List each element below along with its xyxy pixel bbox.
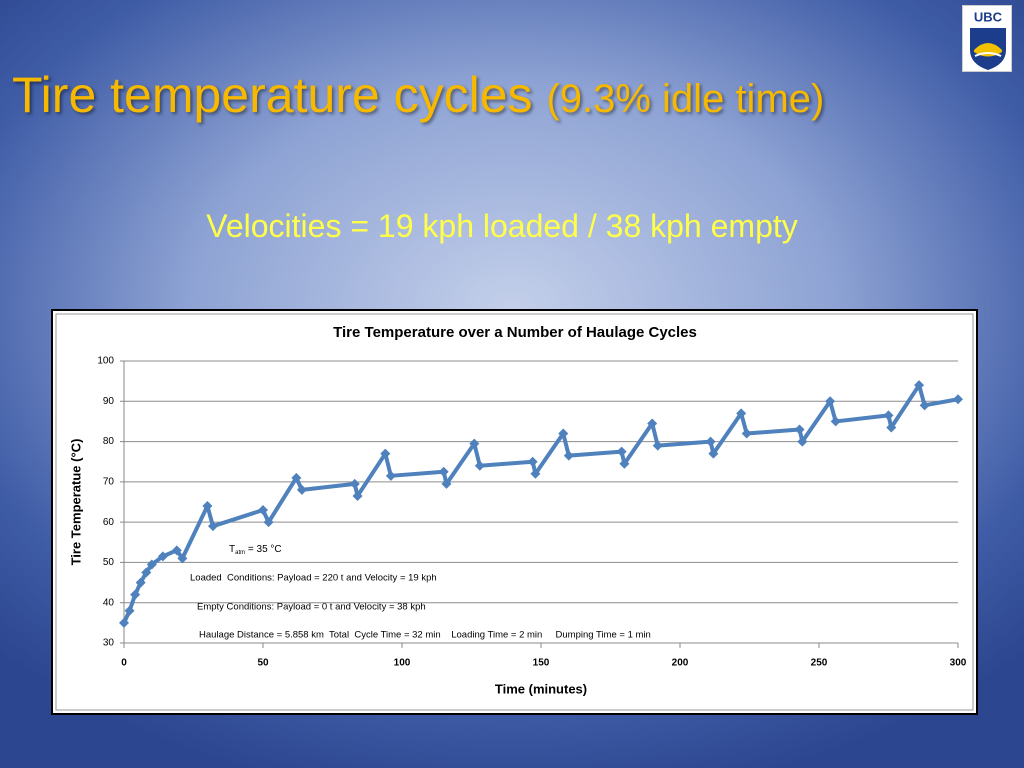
data-point	[830, 416, 841, 427]
data-point	[616, 446, 627, 457]
data-point	[886, 422, 897, 433]
data-point	[619, 458, 630, 469]
x-tick-label: 200	[672, 658, 689, 669]
data-point	[135, 577, 146, 588]
annotation: Haulage Distance = 5.858 km Total Cycle …	[199, 630, 651, 641]
annotation: Loaded Conditions: Payload = 220 t and V…	[190, 573, 437, 584]
data-point	[741, 428, 752, 439]
data-point	[202, 501, 213, 512]
data-point	[794, 424, 805, 435]
y-tick-label: 60	[103, 517, 115, 528]
title-main: Tire temperature cycles	[12, 67, 533, 123]
chart-inner-frame	[55, 313, 974, 711]
data-point	[736, 408, 747, 419]
data-point	[563, 450, 574, 461]
annotation-subscript: atm	[235, 550, 245, 556]
data-point	[914, 380, 925, 391]
y-axis-label: Tire Temperatue (°C)	[68, 439, 83, 566]
data-point	[385, 470, 396, 481]
x-tick-label: 250	[811, 658, 828, 669]
data-point	[441, 478, 452, 489]
data-point	[130, 589, 141, 600]
data-point	[349, 478, 360, 489]
y-tick-label: 100	[97, 356, 114, 367]
data-point	[825, 396, 836, 407]
annotation: Tatm = 35 °C	[229, 544, 282, 556]
x-tick-label: 150	[533, 658, 550, 669]
data-point	[119, 617, 129, 628]
data-point	[708, 448, 719, 459]
slide-title: Tire temperature cycles (9.3% idle time)	[12, 66, 824, 124]
data-point	[171, 545, 182, 556]
data-point	[530, 468, 541, 479]
annotation: Empty Conditions: Payload = 0 t and Velo…	[197, 602, 426, 613]
data-point	[157, 551, 168, 562]
logo-wave	[974, 52, 1002, 57]
y-tick-label: 50	[103, 557, 115, 568]
data-point	[883, 410, 894, 421]
data-point	[474, 460, 485, 471]
logo: UBC	[962, 5, 1012, 72]
data-point	[296, 484, 307, 495]
y-tick-label: 80	[103, 436, 115, 447]
annotation-base: T	[229, 544, 235, 555]
data-point	[919, 400, 930, 411]
data-point	[527, 456, 538, 467]
chart-title: Tire Temperature over a Number of Haulag…	[333, 324, 697, 341]
x-axis-label: Time (minutes)	[495, 681, 587, 696]
y-tick-label: 70	[103, 476, 115, 487]
data-point	[124, 605, 135, 616]
y-tick-label: 30	[103, 638, 115, 649]
logo-text: UBC	[974, 9, 1003, 24]
data-point	[647, 418, 658, 429]
x-tick-label: 0	[121, 658, 127, 669]
data-point	[652, 440, 663, 451]
data-point	[953, 394, 963, 405]
x-tick-label: 50	[257, 658, 269, 669]
annotation-text: = 35 °C	[245, 544, 282, 555]
x-tick-label: 300	[950, 658, 967, 669]
data-point	[705, 436, 716, 447]
y-tick-label: 40	[103, 597, 115, 608]
data-point	[380, 448, 391, 459]
data-point	[558, 428, 569, 439]
data-point	[263, 517, 274, 528]
data-point	[469, 438, 480, 449]
data-point	[141, 567, 152, 578]
x-tick-label: 100	[394, 658, 411, 669]
data-point	[291, 472, 302, 483]
data-point	[207, 521, 218, 532]
chart-frame	[51, 309, 978, 715]
data-point	[146, 559, 157, 570]
data-point	[177, 553, 188, 564]
data-point	[797, 436, 808, 447]
data-point	[438, 466, 449, 477]
y-tick-label: 90	[103, 396, 115, 407]
data-point	[258, 505, 268, 516]
title-note: (9.3% idle time)	[546, 77, 825, 121]
subtitle: Velocities = 19 kph loaded / 38 kph empt…	[206, 208, 798, 244]
data-point	[352, 490, 363, 501]
